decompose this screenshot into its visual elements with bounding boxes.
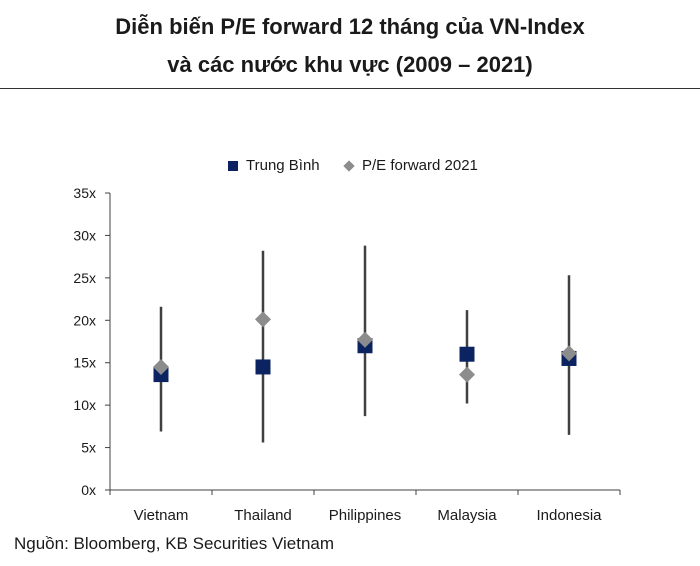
forward-marker: [255, 311, 271, 328]
source-note: Nguồn: Bloomberg, KB Securities Vietnam: [14, 534, 335, 553]
x-tick-label: Indonesia: [536, 507, 602, 524]
y-tick-label: 25x: [73, 270, 96, 286]
y-tick-label: 15x: [73, 355, 96, 371]
y-tick-label: 10x: [73, 397, 96, 413]
x-tick-label: Philippines: [329, 507, 402, 524]
y-tick-label: 30x: [73, 227, 96, 243]
title-divider: [0, 88, 700, 89]
legend-label-forward: P/E forward 2021: [362, 157, 478, 174]
mean-marker: [459, 346, 475, 362]
y-tick-label: 20x: [73, 312, 96, 328]
x-tick-label: Vietnam: [134, 507, 189, 524]
title-line-1: Diễn biến P/E forward 12 tháng của VN-In…: [115, 14, 585, 39]
legend-label-mean: Trung Bình: [246, 157, 320, 174]
legend-square-marker: [228, 160, 238, 171]
legend-item-mean: Trung Bình: [228, 157, 320, 174]
forward-marker: [459, 366, 475, 383]
y-tick-label: 0x: [81, 482, 96, 498]
legend: Trung Bình P/E forward 2021: [0, 157, 700, 177]
mean-marker: [255, 359, 271, 375]
title-line-2: và các nước khu vực (2009 – 2021): [167, 52, 533, 77]
x-tick-label: Thailand: [234, 507, 292, 524]
y-tick-label: 35x: [73, 185, 96, 201]
legend-item-forward: P/E forward 2021: [343, 157, 478, 174]
chart-title: Diễn biến P/E forward 12 tháng của VN-In…: [0, 8, 700, 84]
forward-marker: [561, 345, 577, 362]
forward-marker: [357, 331, 373, 348]
forward-marker: [153, 358, 169, 375]
x-tick-label: Malaysia: [437, 507, 497, 524]
y-tick-label: 5x: [81, 440, 96, 456]
